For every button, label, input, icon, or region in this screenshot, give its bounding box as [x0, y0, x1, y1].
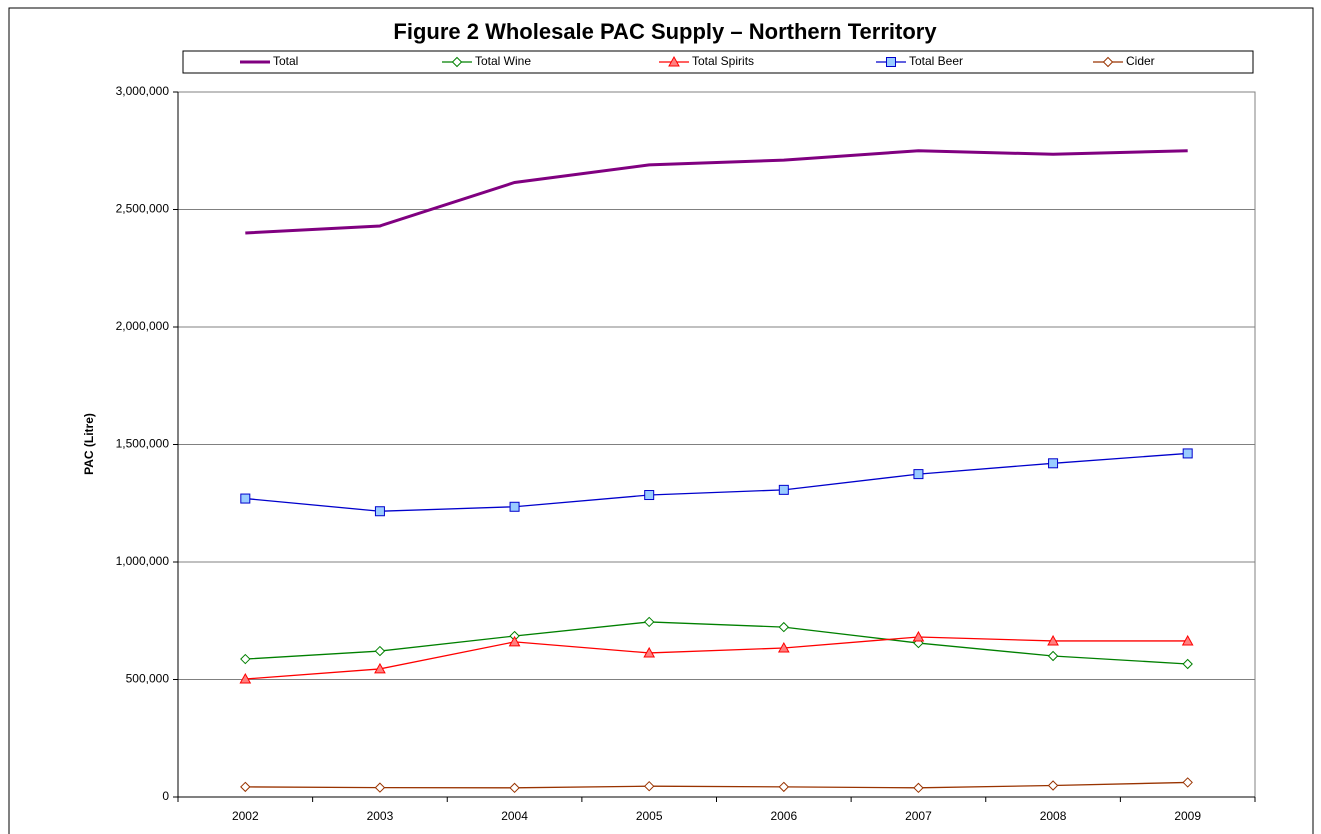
- series-line: [245, 636, 1188, 680]
- y-tick-label: 1,500,000: [116, 437, 170, 451]
- y-tick-label: 500,000: [126, 672, 170, 686]
- marker: [913, 469, 924, 480]
- series-line: [245, 621, 1188, 665]
- marker: [374, 506, 385, 517]
- y-tick-label: 2,000,000: [116, 319, 170, 333]
- marker: [240, 493, 251, 504]
- marker: [1182, 777, 1193, 788]
- marker: [1047, 650, 1059, 662]
- series-line: [245, 149, 1188, 235]
- x-tick-label: 2007: [905, 809, 932, 823]
- marker: [1048, 458, 1059, 469]
- legend-label: Total Beer: [909, 54, 963, 68]
- x-tick-label: 2008: [1040, 809, 1067, 823]
- series-line: [245, 781, 1188, 789]
- x-tick-label: 2006: [770, 809, 797, 823]
- marker: [509, 501, 520, 512]
- x-tick-label: 2003: [367, 809, 394, 823]
- marker: [374, 782, 386, 793]
- marker: [1102, 56, 1114, 68]
- marker: [643, 616, 655, 628]
- legend-box: [182, 50, 1254, 74]
- chart-title: Figure 2 Wholesale PAC Supply – Northern…: [393, 19, 937, 44]
- legend-label: Total Wine: [475, 54, 531, 68]
- marker: [1181, 634, 1194, 646]
- marker: [1047, 634, 1059, 646]
- y-tick-label: 1,000,000: [116, 554, 170, 568]
- x-tick-label: 2005: [636, 809, 663, 823]
- series-line: [245, 452, 1188, 512]
- marker: [1182, 658, 1193, 670]
- marker: [240, 653, 251, 665]
- marker: [886, 57, 896, 67]
- marker: [912, 630, 925, 642]
- x-tick-label: 2004: [501, 809, 528, 823]
- marker: [240, 781, 251, 793]
- marker: [644, 490, 655, 501]
- y-axis-label: PAC (Litre): [82, 413, 96, 475]
- marker: [509, 782, 520, 794]
- marker: [778, 484, 789, 495]
- legend-label: Cider: [1126, 54, 1155, 68]
- legend-label: Total Spirits: [692, 54, 754, 68]
- marker: [1047, 780, 1059, 791]
- marker: [643, 646, 656, 658]
- marker: [778, 781, 790, 793]
- marker: [668, 55, 680, 67]
- marker: [239, 673, 252, 684]
- marker: [374, 645, 386, 657]
- marker: [643, 780, 655, 792]
- marker: [1182, 448, 1193, 459]
- y-tick-label: 2,500,000: [116, 202, 170, 216]
- marker: [778, 621, 790, 633]
- y-tick-label: 3,000,000: [116, 84, 170, 98]
- marker: [913, 782, 924, 794]
- x-tick-label: 2009: [1174, 809, 1201, 823]
- y-tick-label: 0: [162, 789, 169, 803]
- x-tick-label: 2002: [232, 809, 259, 823]
- marker: [508, 635, 521, 647]
- legend-label: Total: [273, 54, 298, 68]
- marker: [374, 662, 386, 674]
- marker: [451, 56, 463, 68]
- marker: [777, 641, 790, 653]
